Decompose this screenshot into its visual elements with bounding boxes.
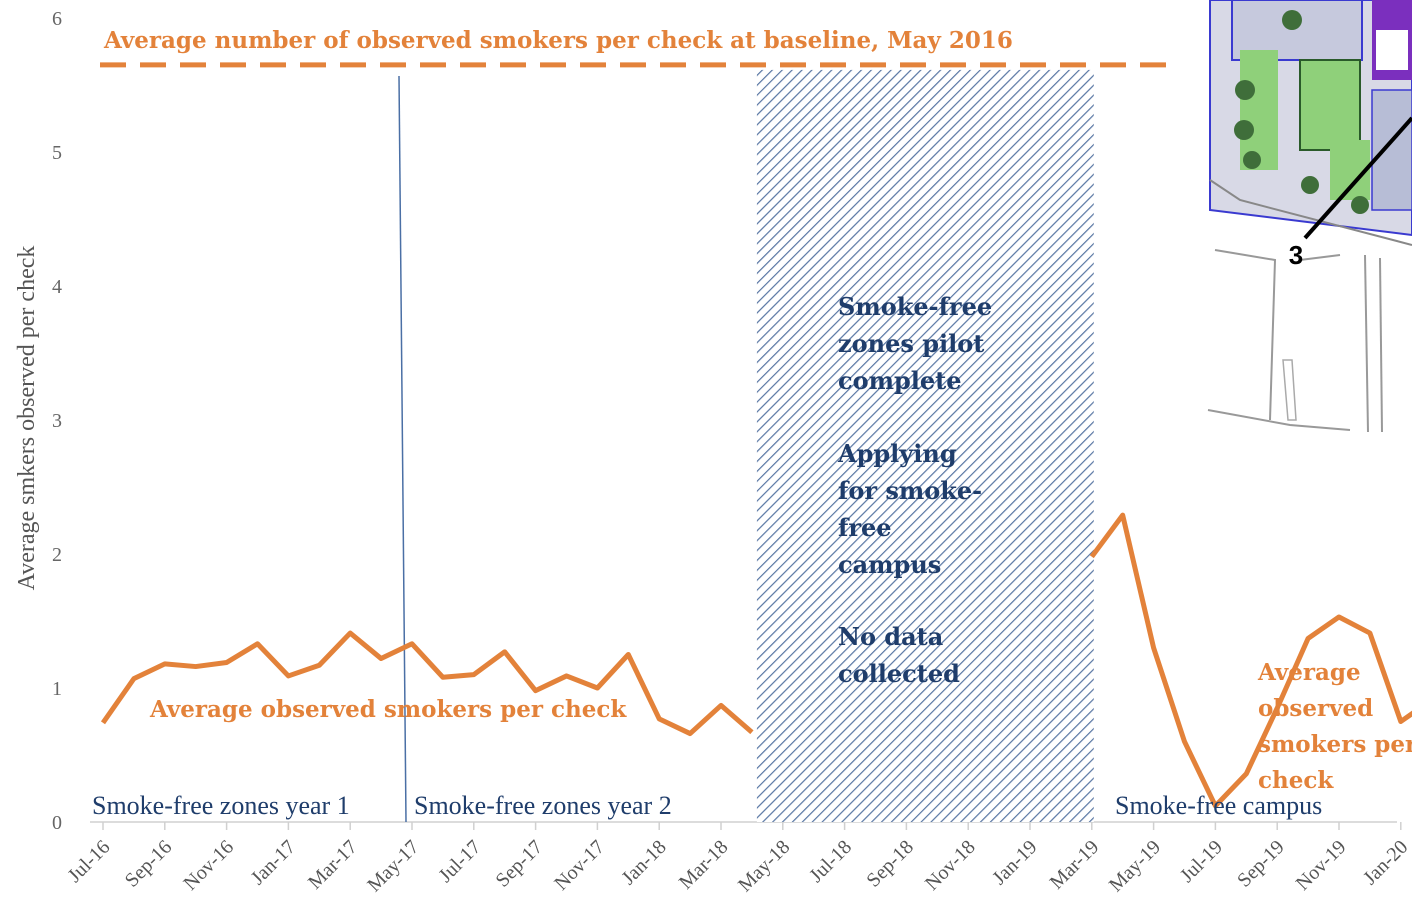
x-tick-label: Jan-18 xyxy=(617,836,670,889)
x-tick-label: Jan-19 xyxy=(988,836,1041,889)
period-label-year-2: Smoke-free zones year 2 xyxy=(414,791,672,820)
y-axis-ticks: 0 1 2 3 4 5 6 xyxy=(52,8,62,834)
x-tick-label: Nov-17 xyxy=(550,836,609,895)
series-label-right-line-4: check xyxy=(1258,767,1334,794)
x-tick-label: Sep-17 xyxy=(492,836,548,892)
x-tick-label: Nov-16 xyxy=(179,836,238,895)
series-label-right: Average observed smokers per check xyxy=(1257,659,1412,794)
y-tick-label: 3 xyxy=(52,410,62,432)
baseline-label: Average number of observed smokers per c… xyxy=(103,27,1013,54)
y-tick-label: 2 xyxy=(52,544,62,566)
x-tick-label: Nov-19 xyxy=(1292,836,1351,895)
period-label-campus: Smoke-free campus xyxy=(1115,791,1322,820)
series-line-segment-1 xyxy=(100,630,754,737)
series-label-right-line-1: Average xyxy=(1257,659,1361,686)
map-arrow xyxy=(1303,116,1412,240)
gap-text-3-line-1: No data xyxy=(838,622,943,651)
gap-text-1-line-3: complete xyxy=(838,366,962,395)
x-tick-label: Jan-17 xyxy=(247,836,300,889)
gap-text-3-line-2: collected xyxy=(838,659,960,688)
series-label-right-line-2: observed xyxy=(1258,695,1373,722)
series-line-segment-2 xyxy=(1089,512,1412,809)
gap-text-2-line-4: campus xyxy=(838,550,941,579)
x-tick-label: May-17 xyxy=(363,836,423,896)
x-tick-label: Mar-18 xyxy=(675,836,733,894)
x-tick-label: Sep-19 xyxy=(1233,836,1289,892)
y-axis-label: Average smkers observed per check xyxy=(14,246,40,591)
x-tick-label: Jan-20 xyxy=(1359,836,1412,889)
gap-text-1-line-2: zones pilot xyxy=(838,329,984,358)
x-tick-label: Sep-16 xyxy=(121,836,177,892)
x-tick-label: Jul-19 xyxy=(1176,836,1227,887)
y-tick-label: 5 xyxy=(52,142,62,164)
year-divider-line xyxy=(398,75,407,823)
x-tick-label: May-18 xyxy=(734,836,794,896)
x-tick-label: Sep-18 xyxy=(862,836,918,892)
x-tick-label: Mar-19 xyxy=(1046,836,1104,894)
period-label-year-1: Smoke-free zones year 1 xyxy=(92,791,350,820)
map-marker-label: 3 xyxy=(1289,240,1303,270)
campus-map-inset: 3 xyxy=(1207,0,1412,433)
series-label-left: Average observed smokers per check xyxy=(149,696,627,723)
gap-annotation: Smoke-free zones pilot complete Applying… xyxy=(837,292,992,688)
x-axis-ticks: Jul-16 Sep-16 Nov-16 Jan-17 Mar-17 May-17 Jul-… xyxy=(64,822,1412,896)
y-tick-label: 4 xyxy=(52,276,62,298)
y-tick-label: 1 xyxy=(52,678,62,700)
gap-text-2-line-1: Applying xyxy=(837,439,957,468)
gap-text-1-line-1: Smoke-free xyxy=(838,292,992,321)
x-tick-label: May-19 xyxy=(1105,836,1165,896)
y-tick-label: 0 xyxy=(52,812,62,834)
no-data-region xyxy=(756,69,1094,822)
x-tick-label: Nov-18 xyxy=(921,836,980,895)
x-tick-label: Jul-17 xyxy=(434,836,485,887)
x-tick-label: Mar-17 xyxy=(304,836,362,894)
x-tick-label: Jul-18 xyxy=(805,836,856,887)
x-tick-label: Jul-16 xyxy=(64,836,115,887)
series-label-right-line-3: smokers per xyxy=(1258,731,1412,758)
y-tick-label: 6 xyxy=(52,8,62,30)
gap-text-2-line-2: for smoke- xyxy=(838,476,982,505)
gap-text-2-line-3: free xyxy=(838,513,892,542)
